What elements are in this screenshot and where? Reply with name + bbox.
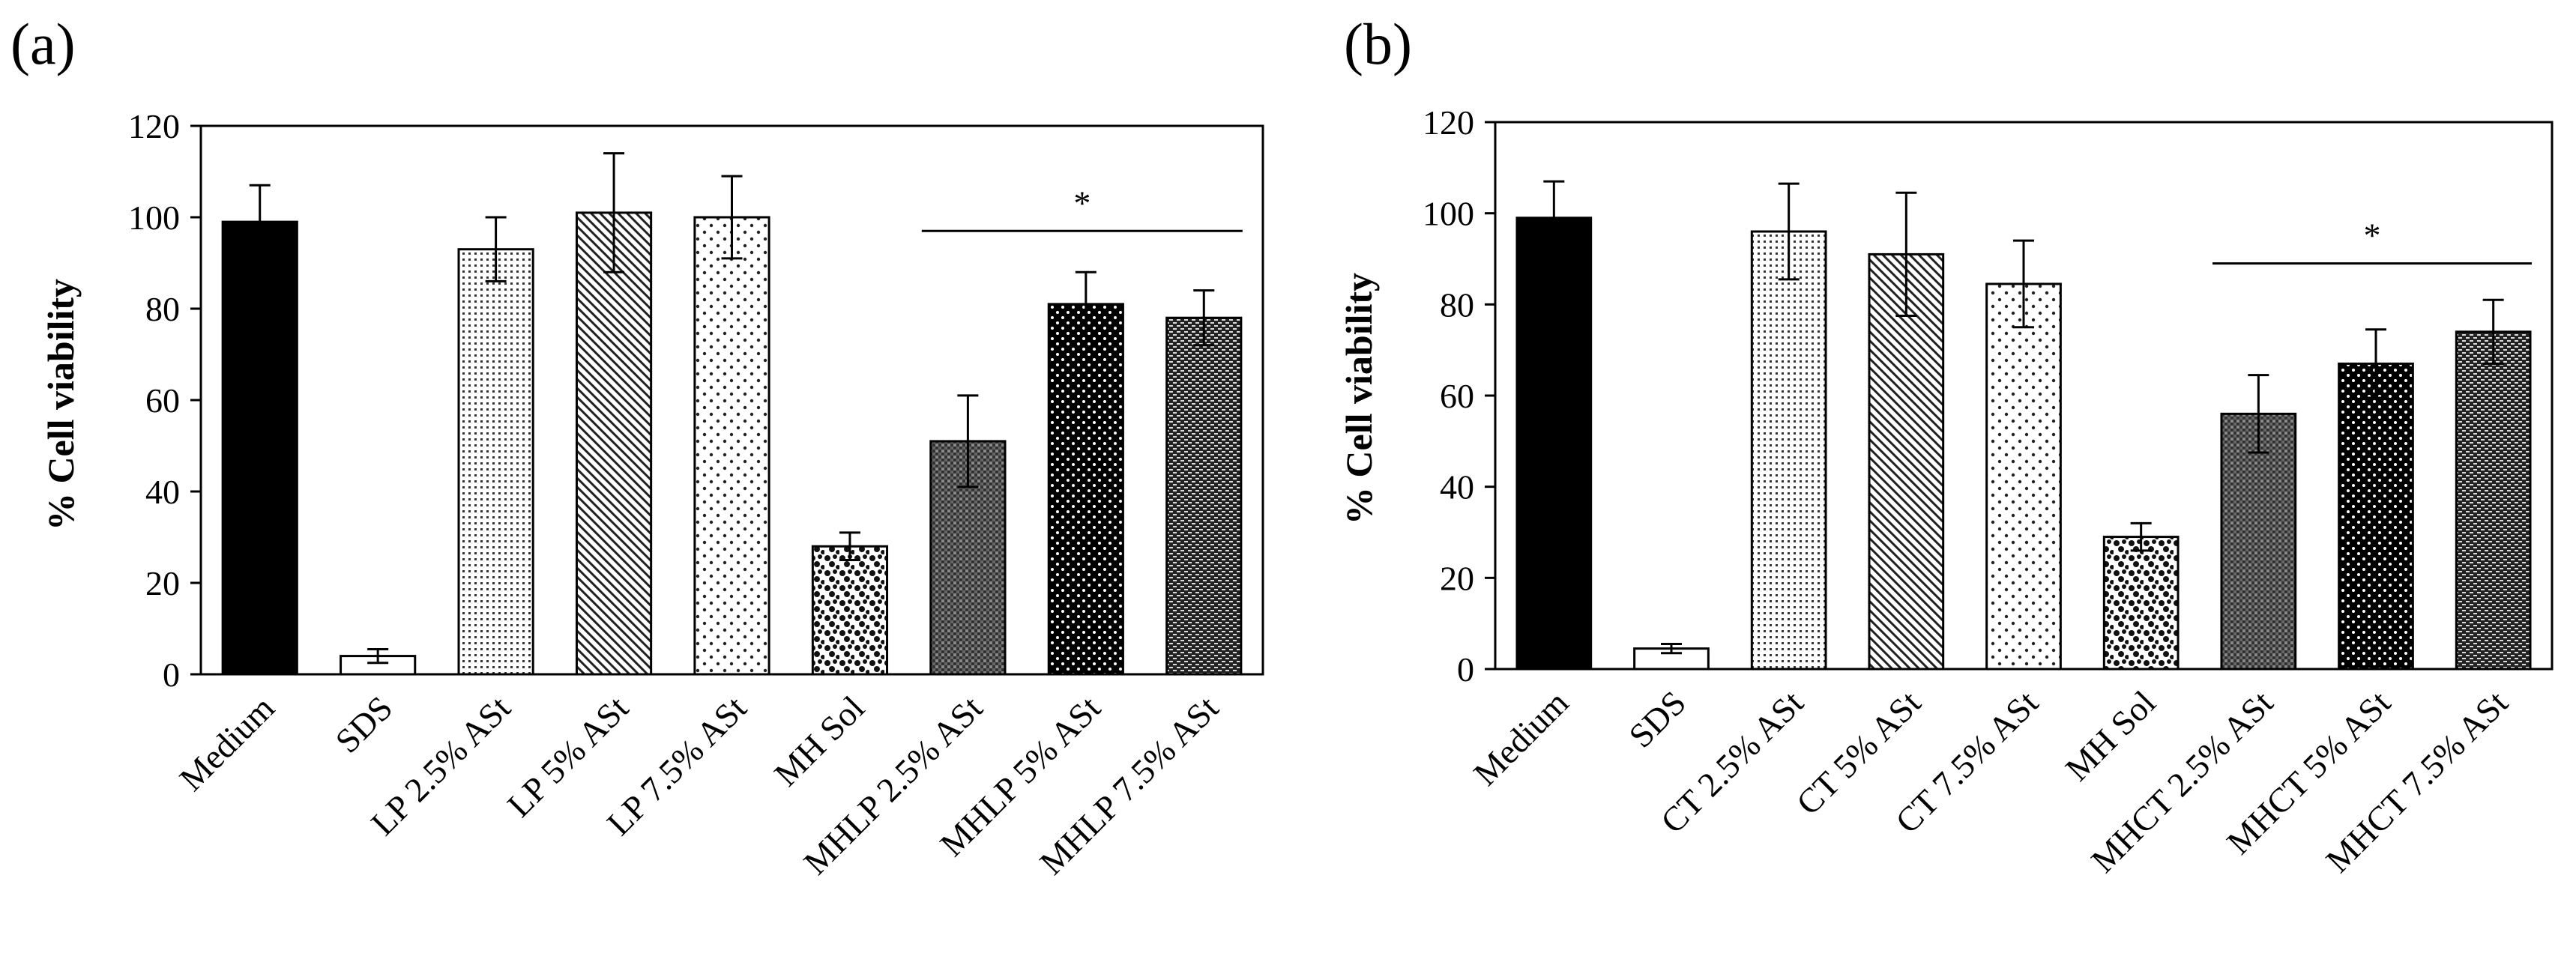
y-tick-label: 80 xyxy=(1440,285,1474,324)
bar-mhlp-7-5-ast xyxy=(1165,316,1243,676)
bar-ct-7-5-ast xyxy=(1985,282,2062,671)
y-tick-label: 20 xyxy=(1440,559,1474,597)
bar-medium xyxy=(221,220,298,676)
y-tick-label: 0 xyxy=(163,656,180,694)
y-tick-label: 20 xyxy=(145,564,180,602)
bar-mh-sol xyxy=(2102,536,2180,671)
y-tick-label: 100 xyxy=(1423,195,1474,233)
y-tick-label: 40 xyxy=(145,473,180,511)
panel-b: (b) % Cell viability 0 20 40 60 80 100 120 Medium… xyxy=(1338,11,2554,880)
panel-a: (a) % Cell viability 0 20 40 60 80 100 120 Medium… xyxy=(10,11,1264,882)
significance-star: * xyxy=(1073,184,1091,222)
bar-mhlp-5-ast xyxy=(1047,303,1124,676)
bar-lp-5-ast xyxy=(575,211,653,676)
x-category-label: MH Sol xyxy=(2058,683,2163,788)
x-category-label: SDS xyxy=(328,689,400,760)
y-tick-label: 60 xyxy=(1440,377,1474,415)
bar-mh-sol xyxy=(811,545,889,676)
significance-star: * xyxy=(2364,217,2381,255)
panel-label: (a) xyxy=(10,11,76,76)
panel-label: (b) xyxy=(1344,11,1412,76)
bar-lp-2-5-ast xyxy=(457,248,534,676)
y-tick-label: 60 xyxy=(145,381,180,420)
y-tick-label: 120 xyxy=(128,107,180,145)
x-category-label: Medium xyxy=(1466,683,1575,793)
y-axis-title: % Cell viability xyxy=(40,279,82,530)
bar-medium xyxy=(1515,217,1593,671)
y-tick-label: 120 xyxy=(1423,103,1474,142)
bar-ct-5-ast xyxy=(1868,252,1945,671)
y-tick-label: 100 xyxy=(128,199,180,237)
y-tick-label: 0 xyxy=(1457,650,1474,689)
y-tick-label: 80 xyxy=(145,290,180,328)
y-tick-label: 40 xyxy=(1440,468,1474,506)
bar-lp-7-5-ast xyxy=(693,216,770,676)
x-category-label: Medium xyxy=(172,689,281,798)
bar-ct-2-5-ast xyxy=(1750,230,1827,671)
x-category-label: SDS xyxy=(1621,683,1693,755)
bar-mhct-7-5-ast xyxy=(2455,330,2532,671)
x-category-label: MH Sol xyxy=(767,689,872,793)
bar-mhct-5-ast xyxy=(2338,362,2414,671)
y-axis-title: % Cell viability xyxy=(1338,273,1380,524)
